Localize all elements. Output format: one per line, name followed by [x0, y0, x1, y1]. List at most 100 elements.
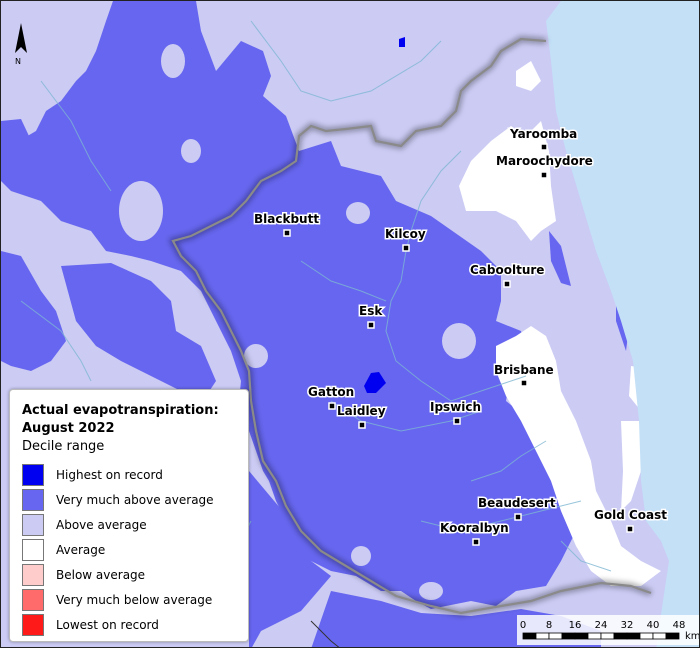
town-marker-icon — [283, 229, 291, 237]
legend-title: Actual evapotranspiration: August 2022 — [22, 403, 219, 436]
town-kooralbyn: Kooralbyn — [439, 520, 510, 546]
town-marker-icon — [514, 513, 522, 521]
town-kilcoy: Kilcoy — [384, 226, 427, 252]
scale-tick-label: 16 — [569, 620, 582, 631]
highest-on-record-region — [399, 37, 405, 47]
town-beaudesert: Beaudesert — [477, 495, 557, 521]
town-blackbutt: Blackbutt — [253, 211, 321, 237]
legend-label: Highest on record — [56, 467, 163, 482]
town-marker-icon — [453, 417, 461, 425]
scale-segment — [574, 632, 589, 640]
town-label: Ipswich — [430, 400, 481, 414]
legend-swatch — [22, 613, 44, 636]
scale-segment — [522, 632, 537, 640]
north-arrow-icon — [15, 23, 27, 53]
scale-tick-label: 24 — [595, 620, 608, 631]
town-brisbane: Brisbane — [493, 362, 555, 387]
legend-subtitle: Decile range — [22, 439, 105, 454]
above-average-region — [234, 6, 258, 26]
above-average-region — [119, 181, 163, 241]
very-much-above-average-region — [1, 1, 581, 609]
town-label: Kilcoy — [385, 227, 426, 241]
north-arrow: N — [15, 23, 27, 66]
legend: Actual evapotranspiration: August 2022 D… — [9, 389, 249, 642]
scale-tick-label: 32 — [621, 620, 634, 631]
town-label: Gold Coast — [594, 508, 667, 522]
town-label: Gatton — [308, 385, 354, 399]
town-marker-icon — [472, 538, 480, 546]
above-average-region — [244, 344, 268, 368]
legend-swatch — [22, 488, 44, 511]
town-label: Kooralbyn — [440, 521, 509, 535]
town-marker-icon — [358, 421, 366, 429]
boundary-line — [310, 620, 340, 647]
very-much-above-average-region — [1, 119, 36, 171]
town-marker-icon — [540, 143, 548, 151]
town-marker-icon — [367, 321, 375, 329]
legend-label: Very much below average — [56, 592, 213, 607]
legend-item: Very much below average — [22, 587, 248, 612]
legend-label: Very much above average — [56, 492, 214, 507]
above-average-region — [351, 546, 371, 566]
legend-item: Highest on record — [22, 462, 248, 487]
above-average-region — [1, 193, 27, 229]
legend-label: Average — [56, 542, 106, 557]
town-label: Maroochydore — [496, 154, 593, 168]
legend-items: Highest on record Very much above average… — [22, 462, 248, 637]
town-caboolture: Caboolture — [469, 262, 546, 288]
legend-item: Below average — [22, 562, 248, 587]
ocean — [546, 1, 699, 647]
scale-tick-label: 0 — [520, 620, 526, 631]
very-much-above-average-region — [1, 251, 66, 371]
town-marker-icon — [503, 280, 511, 288]
town-esk: Esk — [358, 303, 385, 329]
scale-segment — [652, 632, 667, 640]
scale-segment — [665, 632, 680, 640]
town-gold-coast: Gold Coast — [593, 507, 669, 533]
scale-unit: km — [685, 631, 700, 642]
town-label: Laidley — [337, 404, 386, 418]
legend-swatch — [22, 513, 44, 536]
legend-label: Below average — [56, 567, 146, 582]
town-label: Beaudesert — [478, 496, 556, 510]
legend-item: Lowest on record — [22, 612, 248, 637]
town-laidley: Laidley — [336, 403, 387, 429]
legend-item: Average — [22, 537, 248, 562]
town-marker-icon — [626, 525, 634, 533]
town-maroochydore: Maroochydore — [495, 153, 594, 179]
scale-segment — [548, 632, 563, 640]
legend-item: Above average — [22, 512, 248, 537]
legend-label: Above average — [56, 517, 147, 532]
average-region — [621, 421, 641, 511]
town-marker-icon — [402, 244, 410, 252]
town-label: Brisbane — [494, 363, 554, 377]
town-ipswich: Ipswich — [429, 399, 483, 425]
town-label: Yaroomba — [509, 127, 577, 141]
very-much-above-average-region — [249, 471, 331, 647]
town-markers: Yaroomba Maroochydore Blackbutt Kilcoy Caboo… — [253, 126, 669, 546]
scale-segment — [613, 632, 628, 640]
average-region — [496, 326, 661, 586]
legend-label: Lowest on record — [56, 617, 159, 632]
legend-swatch — [22, 538, 44, 561]
above-average-region — [181, 139, 201, 163]
scale-segment — [639, 632, 654, 640]
rivers — [20, 20, 612, 602]
legend-swatch — [22, 563, 44, 586]
scale-segment — [600, 632, 615, 640]
town-label: Blackbutt — [254, 212, 319, 226]
legend-swatch — [22, 463, 44, 486]
north-label: N — [15, 57, 21, 66]
legend-item: Very much above average — [22, 487, 248, 512]
average-region — [459, 121, 556, 241]
town-gatton: Gatton — [307, 384, 356, 410]
highest-on-record-region — [364, 372, 386, 393]
very-much-above-average-region — [61, 263, 216, 396]
town-yaroomba: Yaroomba — [508, 126, 579, 151]
town-marker-icon — [520, 379, 528, 387]
above-average-region — [419, 582, 443, 600]
scale-segment — [535, 632, 550, 640]
town-marker-icon — [540, 171, 548, 179]
